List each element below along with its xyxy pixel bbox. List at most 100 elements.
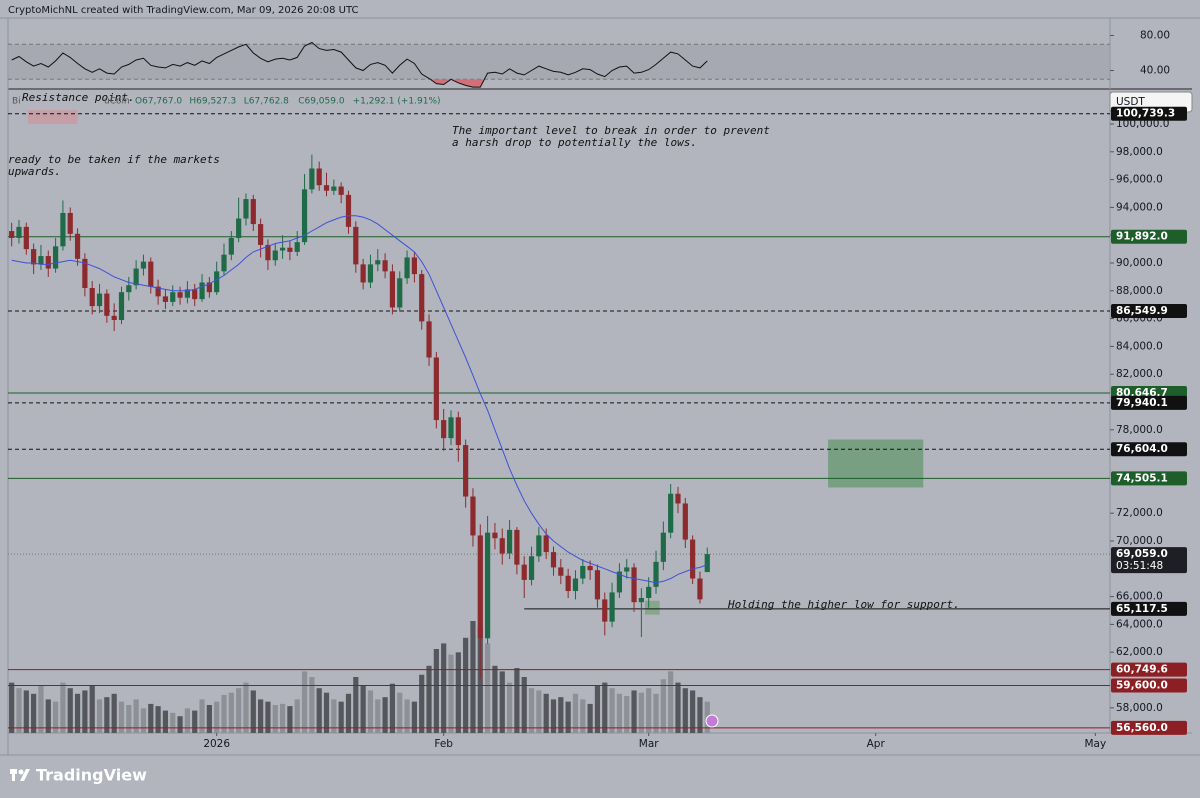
y-tick-label: 72,000.0	[1116, 507, 1163, 519]
ohlc-legend: O67,767.0	[135, 97, 182, 107]
candle-body	[419, 274, 425, 322]
candle-body	[514, 529, 520, 565]
volume-bar	[572, 693, 579, 733]
candle-body	[609, 592, 615, 622]
candle-body	[485, 532, 491, 639]
y-tick-label: 58,000.0	[1116, 702, 1163, 714]
volume-bar	[338, 701, 344, 733]
candle-body	[441, 420, 447, 439]
annotation: ready to be taken if the markets	[8, 153, 220, 166]
candle-body	[521, 564, 527, 580]
candle-body	[353, 226, 359, 265]
volume-bar	[367, 690, 374, 733]
candle-body	[389, 271, 396, 308]
candle-body	[309, 168, 315, 190]
volume-bar	[148, 703, 154, 733]
footer-brand: TradingView	[36, 766, 147, 785]
volume-bar	[565, 701, 571, 733]
annotation: a harsh drop to potentially the lows.	[452, 136, 697, 149]
x-tick-label: May	[1084, 738, 1106, 750]
candle-body	[448, 417, 454, 439]
moving-average	[11, 215, 708, 584]
candle-body	[82, 258, 88, 289]
candle-body	[638, 597, 644, 603]
volume-bar	[228, 692, 234, 733]
volume-bar	[31, 693, 37, 733]
volume-bar	[353, 677, 359, 733]
candle-body	[31, 249, 37, 265]
volume-bar	[675, 682, 681, 733]
volume-bar	[155, 706, 161, 733]
volume-bar	[609, 688, 615, 733]
candle-body	[426, 321, 432, 358]
candle-body	[67, 212, 73, 234]
volume-bar	[382, 697, 388, 733]
y-tick-label: 94,000.0	[1116, 201, 1163, 213]
candle-body	[360, 264, 366, 283]
level-label-bg	[1111, 442, 1187, 457]
level-label-bg	[1111, 303, 1187, 318]
level-label-bg	[1111, 106, 1187, 121]
level-label: 86,549.9	[1116, 305, 1168, 317]
y-tick-label: 96,000.0	[1116, 174, 1163, 186]
candle-body	[558, 567, 564, 576]
candle-body	[184, 289, 190, 298]
last-price-label: 69,059.0	[1116, 548, 1168, 560]
zone	[828, 439, 924, 488]
candle-body	[265, 244, 271, 261]
volume-bar	[375, 699, 381, 733]
tradingview-logo: TradingView	[10, 766, 147, 785]
candle-body	[236, 218, 242, 238]
rsi-tick-label: 80.00	[1140, 30, 1170, 42]
volume-bar	[602, 682, 608, 733]
volume-bar	[316, 688, 322, 733]
candle-body	[45, 256, 51, 269]
candle-body	[162, 296, 169, 302]
volume-bar	[104, 697, 110, 733]
volume-bar	[294, 699, 300, 733]
level-label: 60,749.6	[1116, 664, 1168, 676]
volume-bar	[528, 688, 535, 733]
candle-body	[221, 254, 227, 272]
candle-body	[258, 224, 264, 245]
volume-bar	[690, 690, 696, 733]
volume-bar	[485, 643, 491, 733]
volume-bar	[514, 668, 520, 733]
candle-body	[38, 256, 44, 265]
volume-bar	[301, 671, 308, 733]
header: CryptoMichNL created with TradingView.co…	[8, 5, 359, 16]
level-label-bg	[1111, 471, 1187, 486]
level-label: 74,505.1	[1116, 472, 1168, 484]
level-label-bg	[1111, 662, 1187, 677]
volume-bar	[521, 677, 527, 733]
candle-body	[279, 247, 286, 251]
volume-bar	[411, 701, 417, 733]
symbol-fragment: Bi	[12, 97, 21, 107]
volume-bar	[162, 710, 169, 733]
level-label-bg	[1111, 395, 1187, 410]
volume-bar	[272, 705, 278, 733]
candle-body	[506, 529, 513, 554]
volume-bar	[594, 685, 601, 733]
volume-bar	[177, 716, 183, 733]
volume-bar	[323, 692, 330, 733]
y-tick-label: 90,000.0	[1116, 257, 1163, 269]
volume-bar	[170, 712, 176, 733]
candle-body	[704, 554, 710, 573]
volume-bar	[499, 671, 505, 733]
level-label-bg	[1111, 678, 1187, 693]
volume-bar	[631, 690, 637, 733]
volume-bar	[638, 692, 644, 733]
candle-body	[250, 199, 256, 225]
y-tick-label: 66,000.0	[1116, 591, 1163, 603]
candle-body	[177, 292, 183, 298]
candle-body	[660, 532, 666, 562]
volume-bar	[111, 693, 117, 733]
candle-body	[565, 575, 571, 592]
candle-body	[199, 282, 205, 300]
price-pane	[8, 110, 1110, 733]
volume-bar	[536, 690, 542, 733]
y-tick-label: 82,000.0	[1116, 368, 1163, 380]
candle-body	[404, 257, 410, 279]
candle-body	[375, 260, 381, 265]
